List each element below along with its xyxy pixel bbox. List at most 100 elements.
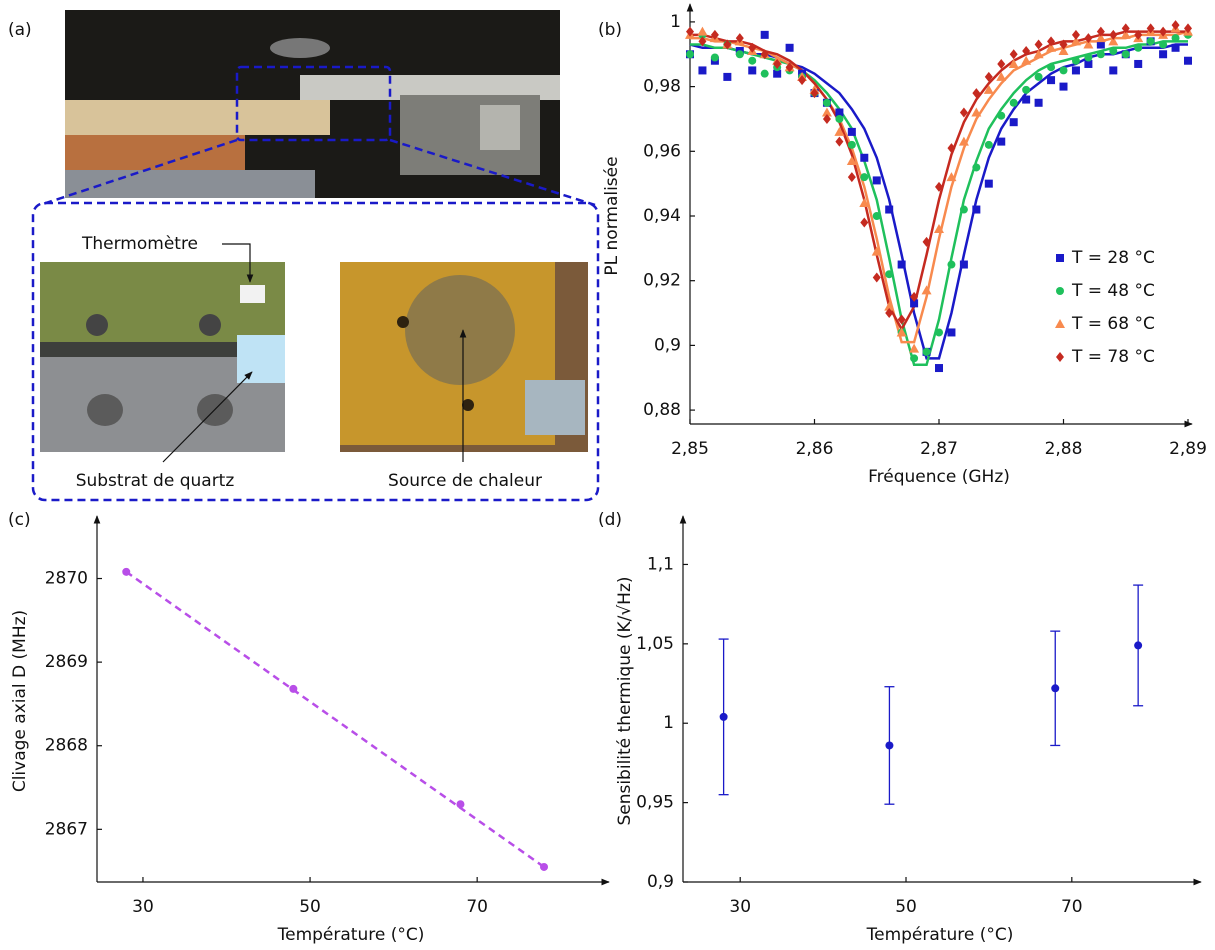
point — [910, 299, 919, 308]
y-axis-label: Sensibilité thermique (K/√Hz) — [615, 576, 635, 825]
x-tick-label: 50 — [895, 897, 917, 917]
y-tick-label: 1 — [663, 713, 674, 733]
y-axis-label: PL normalisée — [602, 156, 622, 275]
point — [859, 198, 870, 208]
y-tick-label: 0,96 — [643, 141, 681, 161]
photo-detail — [86, 314, 108, 336]
fit-line — [125, 570, 545, 868]
legend-label: T = 68 °C — [1071, 314, 1155, 334]
legend-marker — [1056, 254, 1064, 262]
x-tick-label: 2,87 — [920, 439, 958, 459]
point — [834, 126, 845, 136]
point — [1070, 36, 1081, 46]
y-tick-label: 0,88 — [643, 400, 681, 420]
y-tick-label: 2870 — [45, 569, 88, 589]
point — [1034, 72, 1043, 81]
point — [872, 272, 881, 283]
point — [972, 163, 981, 172]
y-tick-label: 2868 — [45, 736, 88, 756]
photo-detail — [240, 285, 265, 303]
point — [1120, 29, 1131, 39]
point — [760, 30, 769, 39]
point — [909, 343, 920, 353]
zoom-frame — [31, 201, 600, 502]
point — [871, 246, 882, 256]
x-tick-label: 70 — [466, 897, 488, 917]
fit-line — [690, 40, 1188, 367]
point — [922, 347, 931, 356]
point — [947, 260, 956, 269]
point — [698, 36, 707, 47]
point — [935, 328, 943, 337]
point — [910, 354, 919, 363]
point — [1146, 37, 1155, 46]
point — [1021, 55, 1032, 65]
point — [921, 285, 932, 295]
point — [1121, 50, 1130, 59]
point — [935, 181, 943, 192]
callout: Source de chaleur — [388, 471, 542, 491]
x-tick-label: 2,85 — [671, 439, 709, 459]
zoom-line — [39, 138, 238, 207]
point — [1071, 56, 1080, 65]
zoom-line — [389, 138, 596, 207]
x-axis-label: Température (°C) — [866, 925, 1014, 945]
point — [897, 314, 906, 325]
point — [1159, 50, 1168, 59]
panel-label: (d) — [598, 510, 622, 530]
photo-detail — [199, 314, 221, 336]
point — [997, 111, 1006, 120]
y-tick-label: 0,92 — [643, 271, 681, 291]
point — [896, 327, 907, 337]
point — [910, 291, 919, 302]
y-axis-label: Clivage axial D (MHz) — [10, 610, 30, 792]
y-tick-label: 0,9 — [647, 872, 674, 892]
point — [983, 84, 994, 94]
point — [540, 862, 549, 871]
photo-detail — [65, 170, 315, 198]
point — [1051, 684, 1060, 693]
point — [872, 212, 881, 220]
point — [946, 172, 957, 182]
point — [885, 741, 894, 750]
x-tick-label: 2,86 — [796, 439, 834, 459]
point — [1146, 23, 1155, 34]
callout-arrow — [222, 243, 254, 283]
point — [719, 712, 728, 721]
point — [997, 58, 1006, 69]
zoom-box — [235, 65, 392, 142]
point — [1058, 46, 1069, 56]
point — [972, 205, 981, 214]
point — [748, 56, 757, 65]
y-tick-label: 1 — [670, 12, 681, 32]
legend-marker — [1056, 287, 1064, 295]
point — [922, 236, 931, 247]
photo-detail — [405, 275, 515, 385]
point — [885, 308, 894, 319]
point — [456, 800, 465, 809]
point — [798, 75, 807, 86]
point — [697, 26, 708, 36]
point — [1108, 36, 1119, 46]
point — [822, 98, 831, 107]
point — [686, 50, 694, 59]
photo-detail — [65, 135, 245, 175]
point — [1071, 29, 1080, 40]
photo-detail — [525, 380, 585, 435]
point — [835, 114, 844, 123]
legend-marker — [1055, 319, 1065, 328]
point — [1009, 118, 1018, 127]
point — [1047, 63, 1056, 72]
point — [959, 260, 968, 269]
point — [1134, 641, 1143, 650]
point — [947, 328, 956, 337]
point — [835, 108, 844, 117]
point — [984, 140, 993, 149]
point — [1171, 20, 1180, 31]
photo-panel: (a) Thermomètre Substrat de quartz Sourc… — [8, 10, 600, 502]
y-tick-label: 0,9 — [654, 335, 681, 355]
point — [686, 26, 694, 37]
legend-marker — [1056, 352, 1064, 362]
x-tick-label: 30 — [132, 897, 154, 917]
